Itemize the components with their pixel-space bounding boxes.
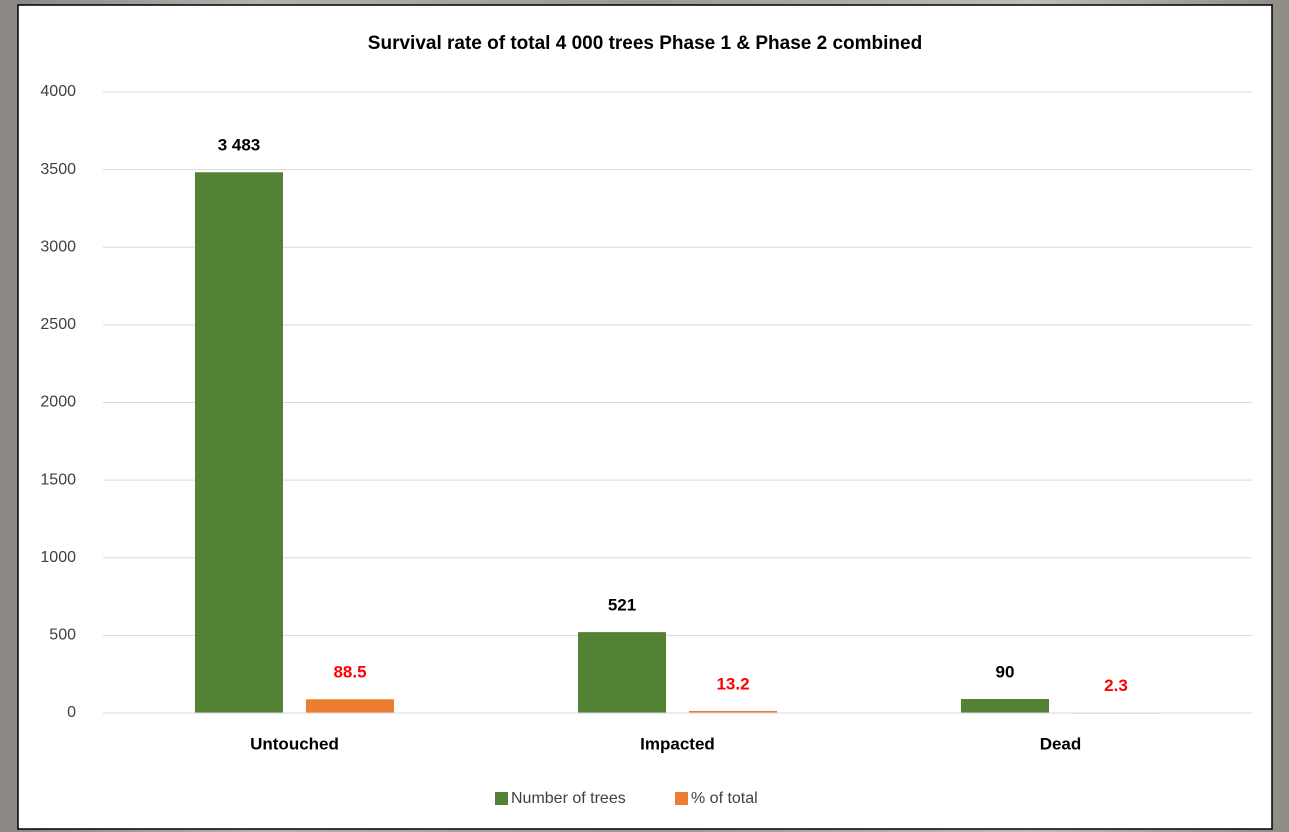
bar (195, 172, 283, 713)
x-tick-label: Impacted (640, 734, 715, 753)
legend-label: % of total (691, 790, 758, 807)
y-tick-label: 2500 (40, 316, 76, 333)
y-tick-label: 3000 (40, 238, 76, 255)
data-label: 90 (996, 663, 1015, 682)
bar (578, 632, 666, 713)
y-tick-label: 4000 (40, 83, 76, 100)
bar (689, 710, 777, 713)
legend-swatch (675, 792, 688, 805)
data-label: 13.2 (716, 674, 749, 693)
y-tick-label: 500 (49, 627, 76, 644)
data-label: 3 483 (218, 136, 261, 155)
bar (961, 699, 1049, 713)
legend-swatch (495, 792, 508, 805)
legend-label: Number of trees (511, 790, 626, 807)
y-tick-label: 2000 (40, 394, 76, 411)
y-tick-label: 1000 (40, 549, 76, 566)
data-label: 521 (608, 596, 636, 615)
y-tick-label: 0 (67, 704, 76, 721)
y-tick-label: 1500 (40, 471, 76, 488)
data-label: 2.3 (1104, 676, 1128, 695)
x-tick-label: Untouched (250, 734, 339, 753)
x-tick-label: Dead (1040, 734, 1082, 753)
chart-title: Survival rate of total 4 000 trees Phase… (368, 33, 922, 54)
bar (306, 699, 394, 713)
y-tick-label: 3500 (40, 161, 76, 178)
data-label: 88.5 (333, 663, 366, 682)
